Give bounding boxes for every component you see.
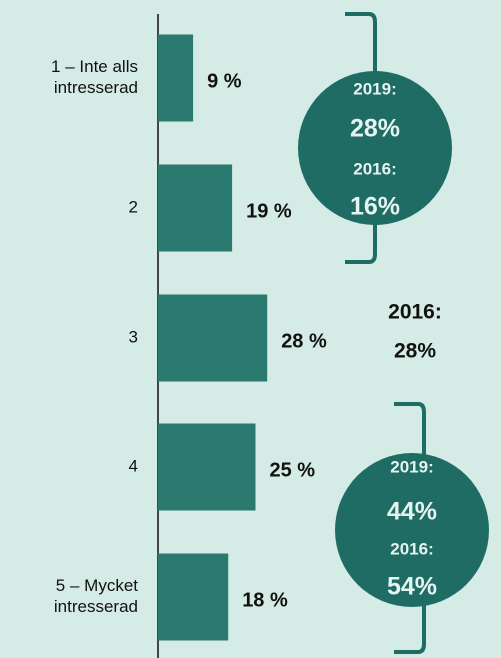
annotation-text: 28%: [350, 115, 400, 143]
annotation-text: 2019:: [353, 79, 396, 98]
category-label: 1 – Inte alls intresserad: [51, 57, 138, 97]
annotation-text: 16%: [350, 193, 400, 221]
annotation-text: 2016:: [353, 159, 396, 178]
value-label: 18 %: [242, 589, 288, 611]
annotation-text: 2019:: [390, 457, 433, 476]
bar: [158, 423, 256, 511]
annotation-text: 28%: [394, 340, 436, 363]
bar: [158, 34, 194, 122]
category-label: 5 – Mycket intresserad: [54, 576, 138, 616]
annotation-circle: [335, 453, 489, 607]
value-label: 19 %: [246, 200, 292, 222]
annotation-text: 54%: [387, 573, 437, 601]
annotation-circle: [298, 71, 452, 225]
annotation-text: 2016:: [390, 539, 433, 558]
value-label: 28 %: [281, 330, 327, 352]
bar: [158, 553, 229, 641]
category-label: 4: [129, 456, 138, 475]
bar: [158, 294, 268, 382]
category-label: 3: [129, 327, 138, 346]
category-label: 2: [129, 197, 138, 216]
value-label: 25 %: [270, 459, 316, 481]
annotation-text: 44%: [387, 498, 437, 526]
annotation-text: 2016:: [388, 301, 442, 324]
bar: [158, 164, 233, 252]
value-label: 9 %: [207, 70, 242, 92]
